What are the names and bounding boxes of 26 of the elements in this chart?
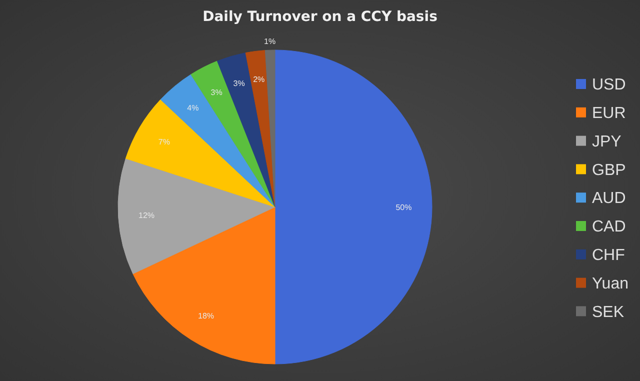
legend-label: CHF [592,247,626,264]
pie-slice [125,99,276,208]
legend-label: JPY [592,133,622,150]
data-label: 4% [187,104,199,113]
legend-label: AUD [592,190,626,208]
legend-label: USD [592,76,626,94]
pie-slice [132,206,276,364]
data-label: 1% [264,36,276,46]
legend-label: Yuan [592,275,628,292]
legend-label: GBP [592,162,626,179]
data-label: 3% [233,79,245,88]
data-label: 50% [396,202,412,212]
pie-slice [274,50,432,364]
data-label: 18% [198,312,214,320]
legend-label: SEK [592,304,624,321]
legend-label: CAD [592,218,626,236]
data-label: 7% [158,137,170,146]
legend-label: EUR [592,105,626,122]
pie-slice [160,74,276,208]
chart-title: Daily Turnover on a CCY basis [202,9,438,25]
pie-slice [264,50,276,208]
pie-slice [118,158,276,274]
data-label: 2% [253,75,265,84]
pie-slice [245,50,276,208]
data-label: 3% [210,88,222,98]
data-label: 12% [138,210,155,220]
